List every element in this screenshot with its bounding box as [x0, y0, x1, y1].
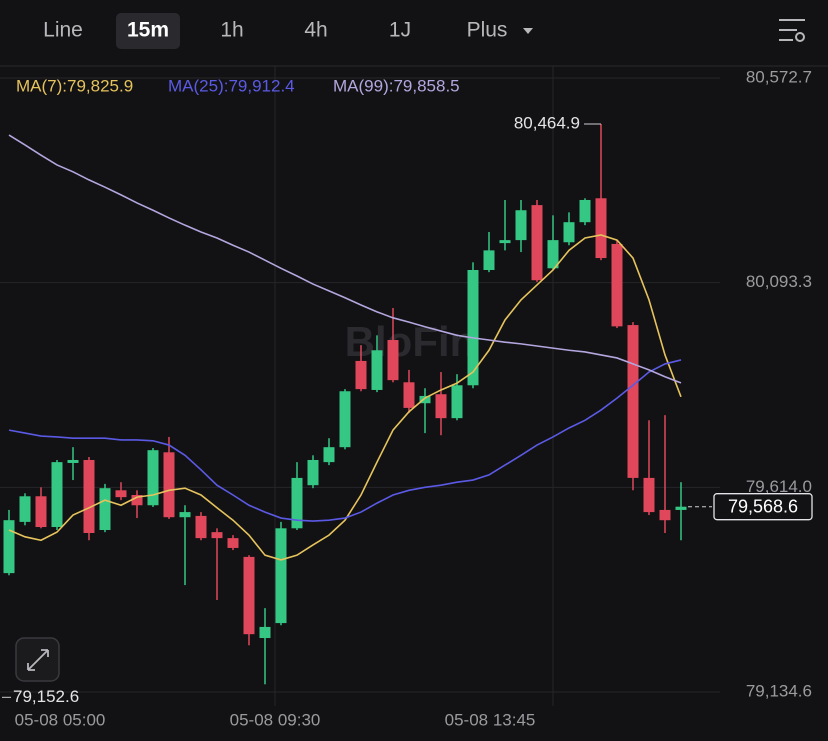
legend-entry: MA(7):79,825.9 [16, 76, 133, 95]
interval-tab[interactable]: 15m [127, 19, 169, 42]
candle-body [467, 269, 479, 386]
settings-icon[interactable] [779, 19, 805, 42]
candle-body [611, 243, 623, 327]
plot: 80,464.9 79,152.6 79,568.6 [2, 114, 813, 706]
candle-body [371, 350, 383, 390]
candle-body [579, 199, 591, 223]
candle-body [211, 532, 223, 539]
candle-body [179, 512, 191, 518]
expand-button[interactable] [15, 637, 60, 682]
candle-body [99, 488, 111, 531]
candle-body [563, 222, 575, 243]
ma-line [8, 134, 682, 384]
candle-body [627, 325, 639, 478]
candle-body [163, 452, 175, 518]
candle-body [259, 626, 271, 639]
candle-body [483, 250, 495, 270]
y-tick-label: 79,614.0 [746, 477, 812, 496]
low-label: 79,152.6 [13, 687, 79, 706]
candle-body [227, 538, 239, 548]
active-tab-bg [116, 13, 180, 49]
last-price-label: 79,568.6 [728, 496, 798, 516]
last-price-box [713, 493, 813, 521]
interval-tab[interactable]: 4h [304, 19, 327, 42]
y-tick-label: 80,093.3 [746, 272, 812, 291]
x-tick-label: 05-08 09:30 [230, 710, 321, 729]
candle-body [387, 340, 399, 381]
candle-body [67, 459, 79, 463]
candle-body [275, 528, 287, 624]
candle-body [435, 394, 447, 419]
candle-body [659, 509, 671, 521]
candle-body [323, 447, 335, 463]
candle-body [419, 395, 431, 404]
interval-tab[interactable]: 1J [389, 19, 411, 42]
ma-line [8, 234, 682, 561]
candle-body [307, 459, 319, 486]
grid: 80,572.7 80,093.3 79,614.0 79,134.6 05-08 05… [0, 66, 812, 729]
candle-body [51, 462, 63, 528]
high-label: 80,464.9 [514, 114, 580, 133]
candle-body [595, 198, 607, 259]
watermark: BloFin [345, 318, 476, 365]
candle-body [515, 210, 527, 241]
candle-body [35, 496, 47, 528]
ma-line [8, 359, 682, 522]
legend: MA(7):79,825.9 MA(25):79,912.4 MA(99):79,8… [16, 76, 460, 95]
candle-body [115, 490, 127, 498]
dropdown-caret[interactable] [523, 28, 533, 34]
candle-body [339, 391, 351, 448]
interval-tab[interactable]: 1h [220, 19, 243, 42]
candle-body [531, 205, 543, 281]
interval-tabs: Line 15m 1h 4h 1J Plus [43, 13, 507, 49]
candle-body [643, 477, 655, 513]
candle-body [355, 360, 367, 390]
candle-body [195, 515, 207, 539]
candle-body [131, 495, 143, 506]
candle-body [147, 450, 159, 506]
legend-entry: MA(99):79,858.5 [333, 76, 460, 95]
x-tick-label: 05-08 13:45 [445, 710, 536, 729]
candle-body [403, 382, 415, 408]
y-tick-label: 79,134.6 [746, 681, 812, 700]
candle-body [243, 556, 255, 635]
candle-body [675, 506, 687, 510]
candle-body [19, 496, 31, 522]
y-tick-label: 80,572.7 [746, 67, 812, 86]
legend-entry: MA(25):79,912.4 [168, 76, 295, 95]
candle-body [451, 385, 463, 419]
candle-body [3, 520, 15, 574]
x-tick-label: 05-08 05:00 [15, 710, 106, 729]
candle-body [291, 477, 303, 529]
candle-body [83, 459, 95, 533]
interval-tab[interactable]: Plus [467, 19, 508, 42]
candle-body [499, 240, 511, 244]
candle-body [547, 240, 559, 269]
interval-tab[interactable]: Line [43, 19, 83, 42]
